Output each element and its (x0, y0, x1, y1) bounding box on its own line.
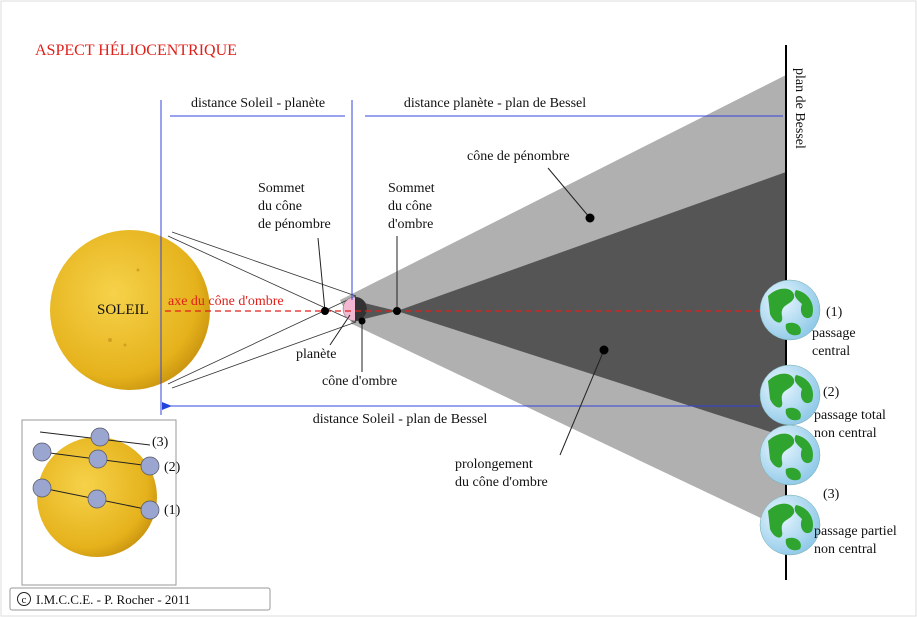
label-line: Sommet (258, 181, 305, 196)
inset-label: (1) (164, 503, 181, 518)
label-line: du cône (388, 199, 432, 214)
label-line: de pénombre (258, 217, 331, 232)
inset-label: (2) (164, 460, 181, 475)
label-line: du cône (258, 199, 302, 214)
umbra-label: cône d'ombre (322, 374, 397, 389)
umbra-apex-label: Sommet du cône d'ombre (388, 181, 435, 232)
case-number: (2) (823, 385, 840, 400)
case-line: non central (814, 426, 877, 441)
label-line: Sommet (388, 181, 435, 196)
distance-label: distance Soleil - planète (191, 96, 325, 111)
case-line: passage partiel (814, 524, 897, 539)
planet-label: planète (296, 347, 336, 362)
sun-label: SOLEIL (97, 302, 149, 318)
case-number: (1) (826, 305, 843, 320)
title: ASPECT HÉLIOCENTRIQUE (35, 40, 237, 59)
inset-label: (3) (152, 435, 169, 450)
distance-label: distance planète - plan de Bessel (404, 96, 586, 111)
diagram: ASPECT HÉLIOCENTRIQUE SOLEIL axe du cône… (0, 0, 917, 617)
credit-text: I.M.C.C.E. - P. Rocher - 2011 (36, 592, 190, 607)
label-line: prolongement (455, 457, 533, 472)
bessel-label: plan de Bessel (792, 68, 807, 149)
distance-label: distance Soleil - plan de Bessel (313, 412, 488, 427)
case-line: passage total (814, 408, 886, 423)
cone-label: cône de pénombre (467, 149, 570, 164)
axis-label: axe du cône d'ombre (168, 294, 284, 309)
case-line: non central (814, 542, 877, 557)
case-line: passage (812, 326, 856, 341)
credit-symbol: c (22, 594, 27, 606)
case-line: central (812, 344, 850, 359)
label-line: d'ombre (388, 217, 433, 232)
case-number: (3) (823, 487, 840, 502)
label-line: du cône d'ombre (455, 475, 548, 490)
